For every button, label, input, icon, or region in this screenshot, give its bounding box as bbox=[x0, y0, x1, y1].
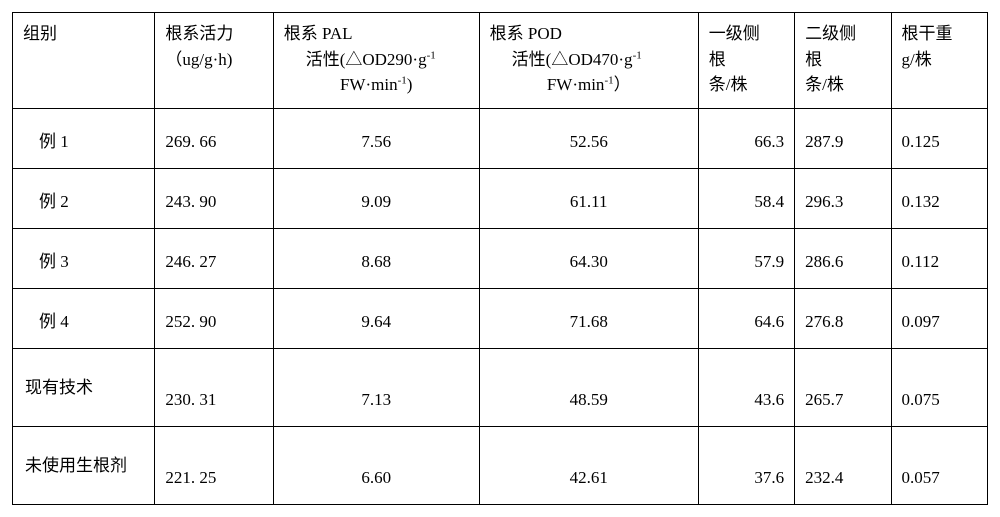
cell-lateral2: 232.4 bbox=[795, 427, 891, 505]
cell-pod: 61.11 bbox=[479, 169, 698, 229]
cell-vitality: 269. 66 bbox=[155, 109, 273, 169]
cell-pod: 64.30 bbox=[479, 229, 698, 289]
header-text: 条/株 bbox=[709, 72, 784, 98]
cell-pal: 8.68 bbox=[273, 229, 479, 289]
cell-dryweight: 0.057 bbox=[891, 427, 987, 505]
header-text: 活性(△OD290·g-1 bbox=[284, 47, 469, 73]
header-text: 根系 POD bbox=[490, 21, 688, 47]
table-header-row: 组别 根系活力 （ug/g·h) 根系 PAL 活性(△OD290·g-1 FW… bbox=[13, 13, 988, 109]
cell-lateral2: 296.3 bbox=[795, 169, 891, 229]
cell-group: 例 2 bbox=[13, 169, 155, 229]
cell-lateral1: 43.6 bbox=[698, 349, 794, 427]
header-text: 条/株 bbox=[805, 72, 880, 98]
cell-group: 未使用生根剂 bbox=[13, 427, 155, 505]
col-header-vitality: 根系活力 （ug/g·h) bbox=[155, 13, 273, 109]
header-text: 根系 PAL bbox=[284, 21, 469, 47]
cell-group: 例 1 bbox=[13, 109, 155, 169]
col-header-group: 组别 bbox=[13, 13, 155, 109]
cell-vitality: 246. 27 bbox=[155, 229, 273, 289]
cell-vitality: 221. 25 bbox=[155, 427, 273, 505]
header-text: （ug/g·h) bbox=[165, 47, 262, 73]
table-row: 现有技术230. 317.1348.5943.6265.70.075 bbox=[13, 349, 988, 427]
cell-dryweight: 0.075 bbox=[891, 349, 987, 427]
col-header-lateral1: 一级侧 根 条/株 bbox=[698, 13, 794, 109]
cell-lateral1: 66.3 bbox=[698, 109, 794, 169]
cell-pod: 42.61 bbox=[479, 427, 698, 505]
cell-dryweight: 0.132 bbox=[891, 169, 987, 229]
cell-pal: 9.64 bbox=[273, 289, 479, 349]
cell-lateral1: 64.6 bbox=[698, 289, 794, 349]
cell-lateral2: 265.7 bbox=[795, 349, 891, 427]
cell-pal: 7.13 bbox=[273, 349, 479, 427]
cell-vitality: 243. 90 bbox=[155, 169, 273, 229]
header-text: 二级侧 bbox=[805, 21, 880, 47]
table-row: 例 1269. 667.5652.5666.3287.90.125 bbox=[13, 109, 988, 169]
cell-pal: 9.09 bbox=[273, 169, 479, 229]
cell-pod: 71.68 bbox=[479, 289, 698, 349]
cell-dryweight: 0.097 bbox=[891, 289, 987, 349]
table-row: 例 2243. 909.0961.1158.4296.30.132 bbox=[13, 169, 988, 229]
cell-lateral2: 276.8 bbox=[795, 289, 891, 349]
col-header-pal: 根系 PAL 活性(△OD290·g-1 FW·min-1) bbox=[273, 13, 479, 109]
header-text: 根系活力 bbox=[165, 21, 262, 47]
header-text: FW·min-1） bbox=[490, 72, 688, 98]
cell-dryweight: 0.112 bbox=[891, 229, 987, 289]
col-header-pod: 根系 POD 活性(△OD470·g-1 FW·min-1） bbox=[479, 13, 698, 109]
header-text: 组别 bbox=[23, 21, 144, 47]
header-text: FW·min-1) bbox=[284, 72, 469, 98]
cell-lateral2: 287.9 bbox=[795, 109, 891, 169]
cell-vitality: 230. 31 bbox=[155, 349, 273, 427]
header-text: 根干重 bbox=[902, 21, 977, 47]
root-metrics-table: 组别 根系活力 （ug/g·h) 根系 PAL 活性(△OD290·g-1 FW… bbox=[12, 12, 988, 505]
cell-pal: 7.56 bbox=[273, 109, 479, 169]
table-row: 未使用生根剂221. 256.6042.6137.6232.40.057 bbox=[13, 427, 988, 505]
cell-pod: 48.59 bbox=[479, 349, 698, 427]
cell-group: 例 3 bbox=[13, 229, 155, 289]
table-row: 例 3246. 278.6864.3057.9286.60.112 bbox=[13, 229, 988, 289]
col-header-dryweight: 根干重 g/株 bbox=[891, 13, 987, 109]
cell-pod: 52.56 bbox=[479, 109, 698, 169]
cell-group: 现有技术 bbox=[13, 349, 155, 427]
cell-lateral2: 286.6 bbox=[795, 229, 891, 289]
header-text: 根 bbox=[709, 47, 784, 73]
cell-vitality: 252. 90 bbox=[155, 289, 273, 349]
table-row: 例 4252. 909.6471.6864.6276.80.097 bbox=[13, 289, 988, 349]
header-text: g/株 bbox=[902, 47, 977, 73]
cell-lateral1: 58.4 bbox=[698, 169, 794, 229]
cell-group: 例 4 bbox=[13, 289, 155, 349]
cell-dryweight: 0.125 bbox=[891, 109, 987, 169]
cell-lateral1: 57.9 bbox=[698, 229, 794, 289]
header-text: 根 bbox=[805, 47, 880, 73]
table-body: 例 1269. 667.5652.5666.3287.90.125例 2243.… bbox=[13, 109, 988, 505]
col-header-lateral2: 二级侧 根 条/株 bbox=[795, 13, 891, 109]
header-text: 一级侧 bbox=[709, 21, 784, 47]
cell-pal: 6.60 bbox=[273, 427, 479, 505]
header-text: 活性(△OD470·g-1 bbox=[490, 47, 688, 73]
cell-lateral1: 37.6 bbox=[698, 427, 794, 505]
